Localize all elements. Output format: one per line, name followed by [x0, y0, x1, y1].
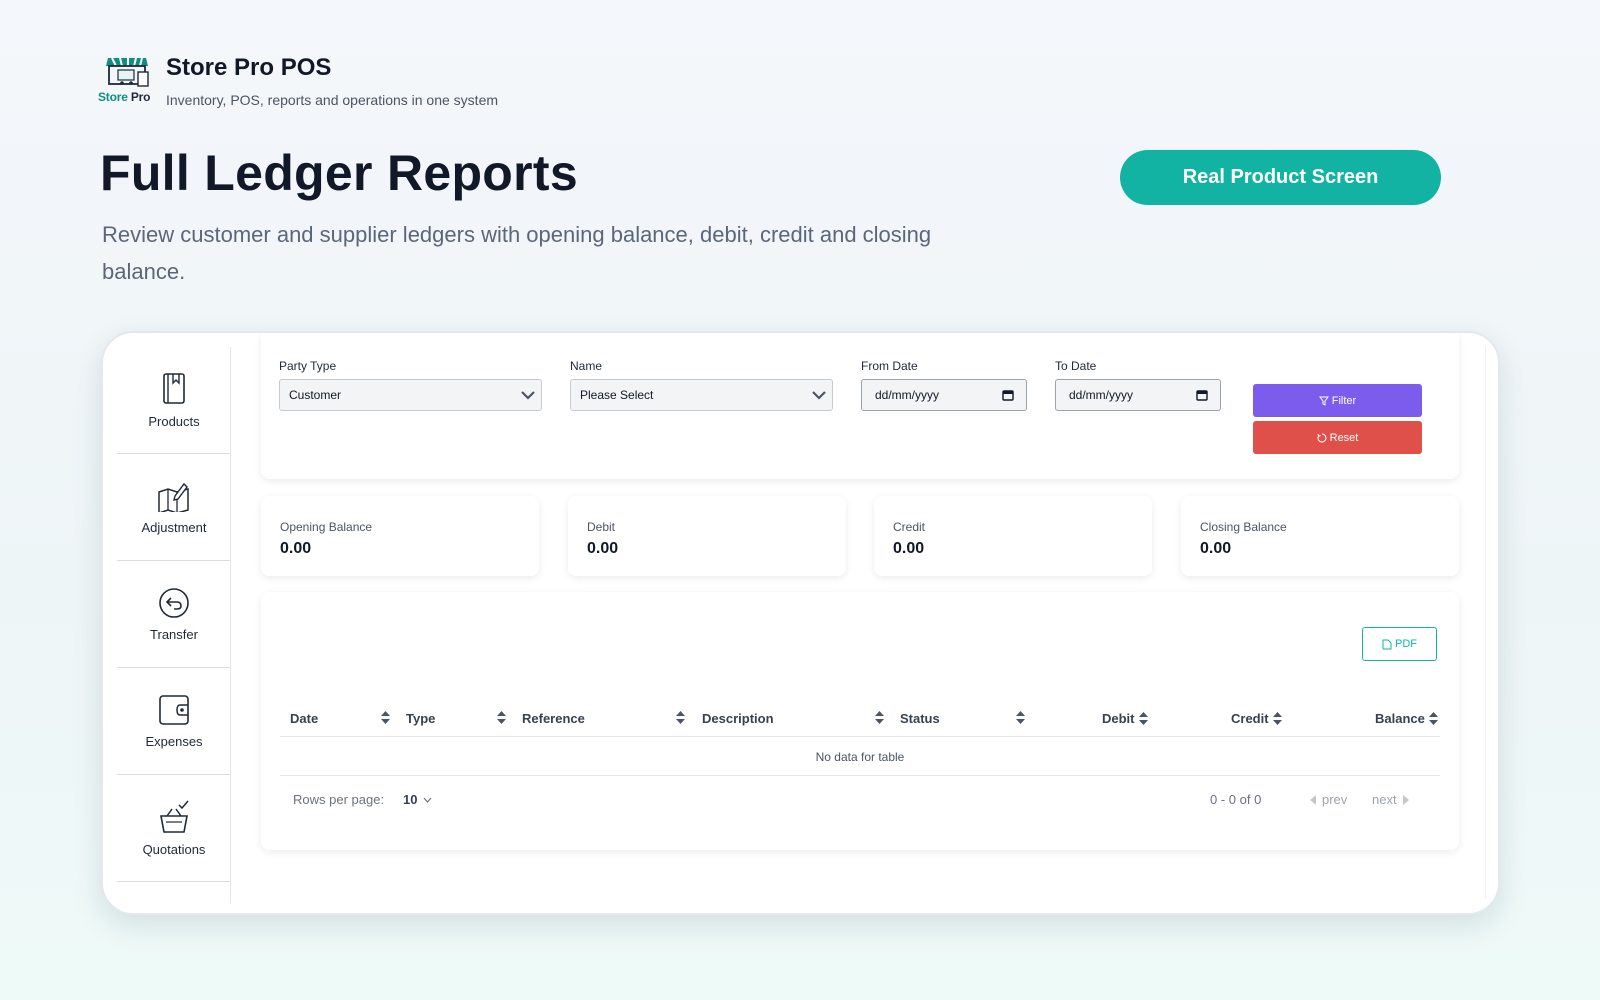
- from-date-placeholder: dd/mm/yyyy: [875, 388, 940, 402]
- reset-button-label: Reset: [1329, 431, 1359, 444]
- stat-label: Credit: [893, 520, 926, 534]
- calendar-icon[interactable]: [1002, 389, 1014, 401]
- reset-icon: [1317, 433, 1327, 442]
- pdf-export-button[interactable]: PDF: [1362, 627, 1437, 661]
- app-screenshot-frame: Products Adjustment Transfer: [101, 331, 1500, 915]
- chevron-right-icon: [1402, 794, 1409, 805]
- party-type-label: Party Type: [279, 359, 337, 373]
- stat-value: 0.00: [1200, 540, 1232, 557]
- column-header-reference[interactable]: Reference: [522, 711, 585, 726]
- stat-value: 0.00: [587, 540, 619, 557]
- brand-subtitle: Inventory, POS, reports and operations i…: [166, 92, 499, 108]
- sidebar-label-products: Products: [148, 413, 200, 429]
- to-date-placeholder: dd/mm/yyyy: [1069, 388, 1134, 402]
- brand-title: Store Pro POS: [166, 54, 332, 81]
- party-type-value: Customer: [289, 388, 342, 402]
- reset-button[interactable]: Reset: [1253, 421, 1422, 454]
- logo-text-store: Store: [98, 90, 128, 104]
- prev-page-button[interactable]: prev: [1304, 792, 1347, 807]
- sidebar-item-expenses[interactable]: Expenses: [117, 668, 230, 775]
- filter-button-label: Filter: [1331, 394, 1357, 407]
- pagination-range: 0 - 0 of 0: [1210, 792, 1262, 807]
- ledger-table-card: PDF Date Type Reference Description Stat…: [261, 592, 1459, 850]
- sidebar-label-transfer: Transfer: [150, 626, 198, 642]
- column-header-balance[interactable]: Balance: [1375, 711, 1438, 726]
- column-header-credit[interactable]: Credit: [1231, 711, 1282, 726]
- stat-card-credit: Credit 0.00: [874, 496, 1152, 576]
- column-header-debit[interactable]: Debit: [1102, 711, 1148, 726]
- store-logo: Store Pro: [98, 54, 156, 106]
- book-icon: [163, 372, 185, 404]
- storefront-icon: [106, 57, 149, 87]
- stat-label: Opening Balance: [280, 520, 373, 534]
- rows-per-page-label: Rows per page:: [293, 792, 385, 807]
- party-type-select[interactable]: Customer: [279, 379, 542, 411]
- stat-card-debit: Debit 0.00: [568, 496, 846, 576]
- sidebar-item-products[interactable]: Products: [117, 347, 230, 454]
- from-date-label: From Date: [861, 359, 918, 373]
- pdf-button-label: PDF: [1395, 638, 1417, 650]
- stat-label: Closing Balance: [1200, 520, 1287, 534]
- stat-value: 0.00: [280, 540, 312, 557]
- sort-icon[interactable]: [1138, 712, 1148, 725]
- return-arrow-icon: [159, 587, 189, 618]
- real-product-screen-button[interactable]: Real Product Screen: [1120, 150, 1441, 205]
- to-date-label: To Date: [1055, 359, 1097, 373]
- empty-table-message: No data for table: [280, 738, 1440, 776]
- page-subtitle: Review customer and supplier ledgers wit…: [102, 222, 932, 284]
- sort-icon[interactable]: [497, 711, 506, 724]
- table-pagination: Rows per page: 10 0 - 0 of 0 prev next: [280, 777, 1440, 827]
- column-header-date[interactable]: Date: [290, 711, 319, 726]
- sidebar-label-quotations: Quotations: [142, 841, 206, 857]
- file-pdf-icon: [1382, 639, 1392, 649]
- name-label: Name: [570, 359, 603, 373]
- chevron-down-icon: [812, 391, 826, 400]
- sort-icon[interactable]: [1272, 712, 1282, 725]
- page-title: Full Ledger Reports: [100, 145, 578, 201]
- name-select[interactable]: Please Select: [570, 379, 833, 411]
- sort-icon[interactable]: [1428, 712, 1438, 725]
- sidebar-item-adjustment[interactable]: Adjustment: [117, 454, 230, 561]
- chevron-down-icon: [521, 391, 535, 400]
- sidebar-label-expenses: Expenses: [145, 733, 203, 749]
- chevron-left-icon: [1310, 794, 1316, 805]
- logo-text-pro: Pro: [130, 90, 151, 104]
- table-header: Date Type Reference Description Status D…: [280, 699, 1440, 737]
- next-page-button[interactable]: next: [1372, 792, 1415, 807]
- basket-check-icon: [160, 800, 189, 833]
- sort-icon[interactable]: [1016, 711, 1025, 724]
- rows-per-page-select[interactable]: 10: [403, 792, 432, 807]
- to-date-input[interactable]: dd/mm/yyyy: [1055, 379, 1221, 411]
- stat-card-opening-balance: Opening Balance 0.00: [261, 496, 539, 576]
- wallet-icon: [159, 694, 189, 725]
- stat-value: 0.00: [893, 540, 925, 557]
- sort-icon[interactable]: [676, 711, 685, 724]
- sidebar: Products Adjustment Transfer: [103, 347, 231, 903]
- stat-label: Debit: [587, 520, 616, 534]
- filter-card: Party Type Customer Name Please Select F…: [261, 333, 1459, 479]
- from-date-input[interactable]: dd/mm/yyyy: [861, 379, 1027, 411]
- column-header-status[interactable]: Status: [900, 711, 940, 726]
- funnel-icon: [1318, 396, 1329, 406]
- sidebar-item-quotations[interactable]: Quotations: [117, 775, 230, 882]
- sidebar-item-transfer[interactable]: Transfer: [117, 561, 230, 668]
- sidebar-label-adjustment: Adjustment: [141, 519, 207, 535]
- column-header-type[interactable]: Type: [406, 711, 436, 726]
- column-header-description[interactable]: Description: [702, 711, 774, 726]
- main-content: Party Type Customer Name Please Select F…: [231, 333, 1498, 913]
- sidebar-item-more[interactable]: [117, 882, 230, 903]
- map-edit-icon: [158, 482, 189, 512]
- name-value: Please Select: [580, 388, 654, 402]
- stat-card-closing-balance: Closing Balance 0.00: [1181, 496, 1459, 576]
- sort-icon[interactable]: [875, 711, 884, 724]
- filter-button[interactable]: Filter: [1253, 384, 1422, 417]
- chevron-down-icon: [424, 797, 432, 803]
- sort-icon[interactable]: [381, 711, 390, 724]
- brand-header: Store Pro Store Pro POS Inventory, POS, …: [98, 54, 498, 108]
- calendar-icon[interactable]: [1196, 389, 1208, 401]
